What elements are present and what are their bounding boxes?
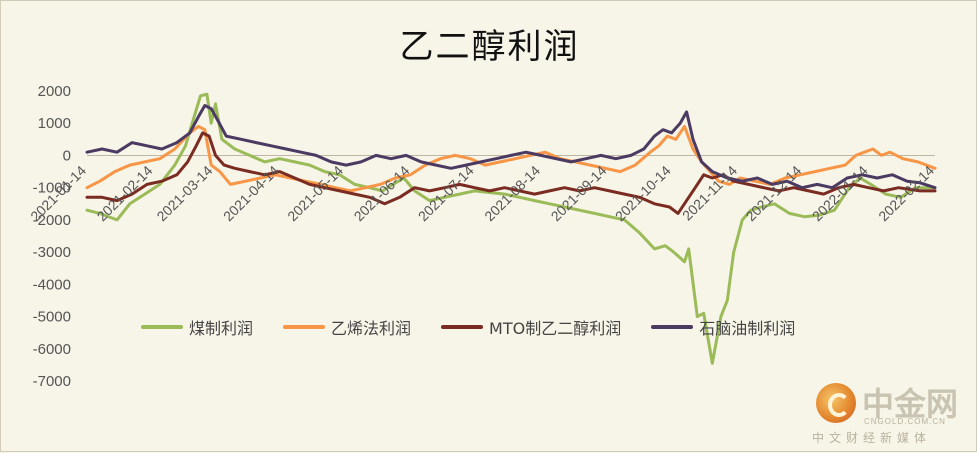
y-tick-label: -6000 (33, 341, 71, 358)
y-tick-label: 0 (63, 147, 71, 164)
legend-swatch-naphtha (651, 325, 694, 329)
y-axis-ticks: 2000 1000 0 -1000 -2000 -3000 -4000 -5000 -6000 -… (33, 83, 71, 390)
y-tick-label: 1000 (38, 115, 71, 132)
watermark-site: CNGOLD.COM.CN (864, 417, 946, 426)
series-line-ethylene (85, 124, 937, 193)
y-tick-label: -2000 (33, 212, 71, 229)
cngold-logo-icon (816, 383, 856, 423)
watermark-name: 中金网 (862, 385, 959, 423)
legend-item-naphtha: 石脑油制利润 (651, 315, 795, 339)
legend-item-ethylene: 乙烯法利润 (283, 315, 411, 339)
watermark: 中金网 CNGOLD.COM.CN 中文财经新媒体 (812, 379, 962, 445)
legend-swatch-coal (141, 325, 183, 329)
legend-item-mto: MTO制乙二醇利润 (441, 315, 621, 339)
y-tick-label: 2000 (38, 83, 71, 100)
chart-title: 乙二醇利润 (399, 27, 580, 67)
series-lines (85, 92, 937, 365)
series-line-mto (85, 131, 937, 215)
y-tick-label: -3000 (33, 244, 71, 261)
x-tick-label: 2021-03-14 (154, 162, 216, 224)
legend-label-ethylene: 乙烯法利润 (331, 319, 412, 338)
legend-label-naphtha: 石脑油制利润 (699, 319, 796, 338)
y-tick-label: -1000 (33, 180, 71, 197)
y-tick-label: -5000 (33, 309, 71, 326)
series-line-coal (85, 92, 937, 365)
y-tick-label: -4000 (33, 276, 71, 293)
watermark-slogan: 中文财经新媒体 (812, 431, 932, 445)
y-tick-label: -7000 (33, 373, 71, 390)
legend-swatch-mto (441, 325, 484, 329)
chart-legend: 煤制利润 乙烯法利润 MTO制乙二醇利润 石脑油制利润 (141, 315, 861, 339)
series-line-naphtha (85, 104, 937, 190)
legend-label-coal: 煤制利润 (189, 319, 254, 338)
legend-label-mto: MTO制乙二醇利润 (489, 319, 622, 338)
legend-item-coal: 煤制利润 (141, 315, 253, 339)
legend-swatch-ethylene (283, 325, 326, 329)
x-tick-label: 2021-05-14 (284, 162, 346, 224)
